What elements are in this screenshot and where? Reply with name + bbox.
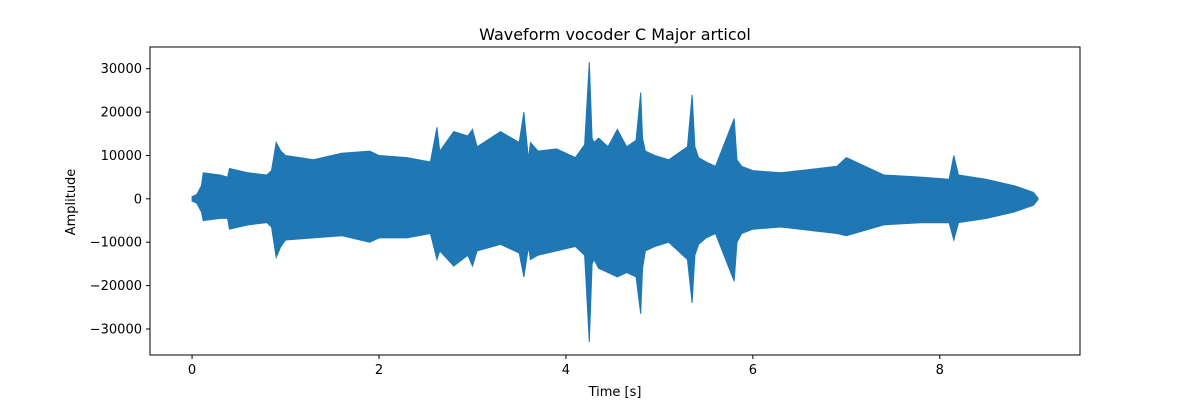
x-axis-ticks: 0 2 4 6 8 — [188, 355, 944, 378]
x-tick-label: 6 — [749, 363, 757, 378]
chart-title: Waveform vocoder C Major articol — [479, 25, 751, 44]
y-axis-label: Amplitude — [64, 169, 79, 236]
y-tick-label: 20000 — [101, 106, 142, 121]
y-tick-label: −30000 — [90, 322, 142, 337]
waveform-area — [191, 62, 1039, 343]
x-tick-label: 0 — [188, 363, 196, 378]
y-tick-label: −10000 — [90, 236, 142, 251]
y-tick-label: 30000 — [101, 62, 142, 77]
y-tick-label: −20000 — [90, 279, 142, 294]
y-tick-label: 10000 — [101, 149, 142, 164]
x-axis-label: Time [s] — [588, 385, 642, 400]
y-tick-label: 0 — [134, 192, 142, 207]
waveform-layer — [191, 62, 1039, 343]
x-tick-label: 8 — [936, 363, 944, 378]
x-tick-label: 4 — [562, 363, 570, 378]
axes-frame — [149, 46, 1081, 356]
y-axis-ticks: −30000 −20000 −10000 0 10000 20000 30000 — [90, 62, 150, 337]
x-tick-label: 2 — [375, 363, 383, 378]
